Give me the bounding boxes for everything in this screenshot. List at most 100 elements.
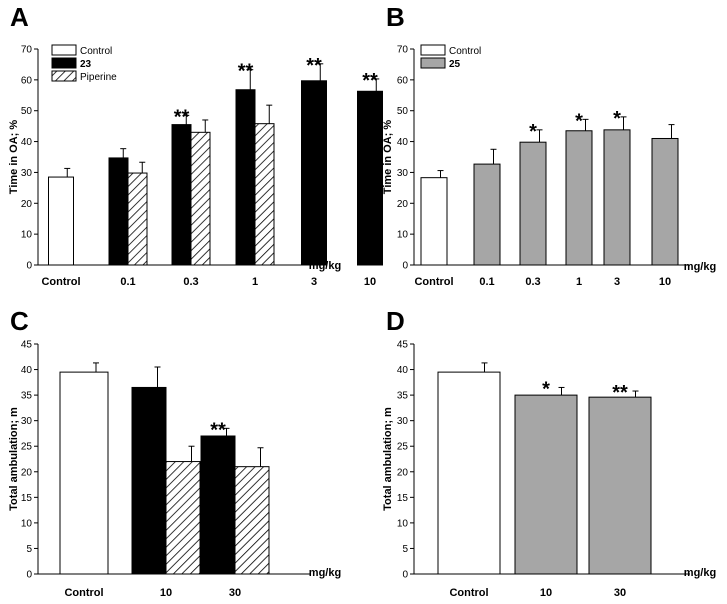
bar-control-Control	[59, 371, 109, 575]
y-tick-label: 10	[397, 518, 409, 529]
legend-label: 23	[80, 59, 92, 70]
y-tick-label: 60	[397, 75, 409, 86]
y-tick-label: 0	[26, 261, 32, 272]
y-tick-label: 0	[402, 261, 408, 272]
significance-marker: **	[612, 382, 628, 404]
panel-b: B 0 10 20 30 40 50 60 70 Time in OA; % Control 0.1 0…	[382, 2, 716, 288]
significance-marker: **	[306, 55, 322, 77]
x-tick-label: 0.1	[479, 276, 494, 288]
significance-marker: **	[210, 419, 226, 441]
significance-marker: *	[542, 378, 550, 400]
significance-marker: **	[238, 61, 254, 83]
panel-letter: D	[386, 306, 405, 336]
y-tick-label: 10	[21, 518, 33, 529]
y-axis-label: Total ambulation; m	[8, 407, 20, 511]
legend-swatch	[51, 44, 77, 56]
y-tick-label: 20	[21, 467, 33, 478]
y-tick-label: 40	[397, 365, 409, 376]
x-tick-label: 30	[229, 587, 241, 599]
x-unit-label: mg/kg	[684, 567, 716, 579]
y-axis-label: Time in OA; %	[382, 120, 394, 195]
y-tick-label: 15	[21, 493, 33, 504]
y-tick-label: 40	[21, 365, 33, 376]
y-tick-label: 50	[21, 106, 33, 117]
y-axis-label: Total ambulation; m	[382, 407, 394, 511]
bar-25-10	[514, 394, 578, 575]
bar-25-10	[651, 137, 679, 266]
significance-marker: *	[529, 121, 537, 143]
bar-23-0_3	[171, 124, 192, 266]
bar-control-Control	[48, 176, 74, 266]
x-tick-label: 0.1	[120, 276, 135, 288]
y-tick-label: 70	[21, 45, 33, 56]
y-tick-label: 30	[21, 416, 33, 427]
y-tick-label: 5	[26, 544, 32, 555]
y-tick-label: 20	[21, 199, 33, 210]
x-tick-label: Control	[414, 276, 453, 288]
y-tick-label: 40	[397, 137, 409, 148]
x-tick-label: 10	[659, 276, 671, 288]
x-tick-label: 0.3	[525, 276, 540, 288]
x-tick-label: 0.3	[183, 276, 198, 288]
legend-label: Control	[449, 46, 481, 57]
y-tick-label: 10	[21, 230, 33, 241]
legend-swatch	[51, 70, 77, 82]
y-tick-label: 15	[397, 493, 409, 504]
x-tick-label: 3	[614, 276, 620, 288]
y-tick-label: 0	[26, 570, 32, 581]
x-unit-label: mg/kg	[309, 567, 341, 579]
y-tick-label: 30	[397, 168, 409, 179]
y-tick-label: 5	[402, 544, 408, 555]
bar-23-30	[200, 435, 236, 575]
y-tick-label: 0	[402, 570, 408, 581]
panel-c: C 0 5 10 15 20 25 30 35 40 45 Total ambulation; m Co…	[8, 306, 341, 599]
bar-23-10	[357, 90, 383, 266]
legend-swatch	[420, 57, 446, 69]
legend-swatch	[420, 44, 446, 56]
bar-control-Control	[420, 177, 448, 266]
y-tick-label: 35	[21, 391, 33, 402]
legend-label: Control	[80, 46, 112, 57]
panel-letter: A	[10, 2, 29, 32]
bar-23-1	[235, 89, 256, 266]
panel-a: A 0 10 20 30 40 50 60 70 Time in OA; % Control 0.1 0…	[8, 2, 383, 288]
legend-swatch	[51, 57, 77, 69]
y-tick-label: 35	[397, 391, 409, 402]
bar-piperine-10	[165, 461, 201, 575]
x-tick-label: 1	[252, 276, 258, 288]
y-tick-label: 10	[397, 230, 409, 241]
bar-piperine-30	[234, 466, 270, 575]
x-tick-label: 3	[311, 276, 317, 288]
significance-marker: *	[613, 108, 621, 130]
x-tick-label: Control	[41, 276, 80, 288]
panel-d: D 0 5 10 15 20 25 30 35 40 45 Total ambulation; m Co…	[382, 306, 716, 599]
y-tick-label: 20	[397, 199, 409, 210]
y-tick-label: 25	[21, 442, 33, 453]
y-tick-label: 45	[21, 340, 33, 351]
bar-25-30	[588, 396, 652, 575]
x-tick-label: Control	[449, 587, 488, 599]
bar-23-3	[301, 80, 327, 266]
y-tick-label: 25	[397, 442, 409, 453]
bar-piperine-0_1	[127, 172, 148, 266]
y-tick-label: 40	[21, 137, 33, 148]
bar-25-1	[565, 130, 593, 266]
bar-23-0_1	[108, 157, 129, 266]
x-tick-label: 10	[364, 276, 376, 288]
legend-label: 25	[449, 59, 461, 70]
x-tick-label: 30	[614, 587, 626, 599]
x-tick-label: 1	[576, 276, 582, 288]
bar-25-3	[603, 129, 631, 266]
x-tick-label: Control	[64, 587, 103, 599]
bar-piperine-0_3	[190, 131, 211, 266]
y-tick-label: 30	[397, 416, 409, 427]
y-tick-label: 60	[21, 75, 33, 86]
y-axis-label: Time in OA; %	[8, 120, 20, 195]
significance-marker: **	[362, 70, 378, 92]
panel-letter: C	[10, 306, 29, 336]
significance-marker: *	[575, 110, 583, 132]
bar-25-0_1	[473, 163, 501, 266]
significance-marker: **	[174, 106, 190, 128]
bar-23-10	[131, 386, 167, 575]
